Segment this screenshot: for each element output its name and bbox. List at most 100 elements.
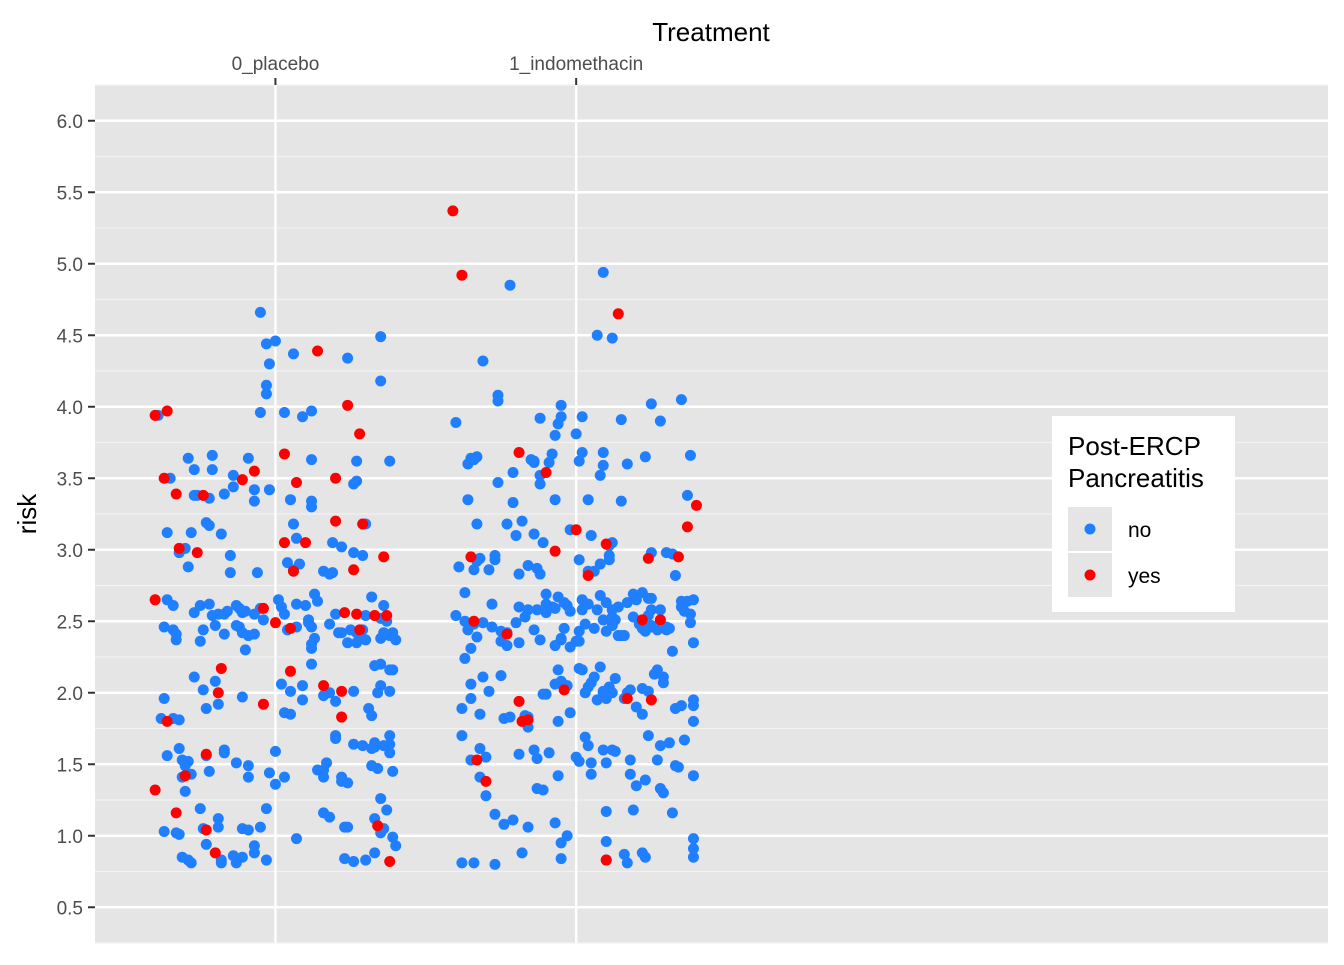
point-no — [278, 608, 290, 620]
point-no — [549, 429, 561, 441]
point-no — [215, 528, 227, 540]
point-no — [507, 814, 519, 826]
point-no — [459, 615, 471, 627]
point-no — [573, 755, 585, 767]
point-no — [528, 744, 540, 756]
point-yes — [149, 409, 161, 421]
point-yes — [336, 711, 348, 723]
point-no — [224, 567, 236, 579]
point-no — [684, 608, 696, 620]
point-no — [456, 857, 468, 869]
point-no — [678, 734, 690, 746]
point-no — [684, 617, 696, 629]
point-no — [573, 635, 585, 647]
point-no — [306, 658, 318, 670]
point-no — [206, 464, 218, 476]
point-no — [173, 714, 185, 726]
point-no — [239, 605, 251, 617]
point-yes — [468, 615, 480, 627]
point-no — [600, 805, 612, 817]
point-yes — [287, 565, 299, 577]
y-tick-label: 0.5 — [57, 898, 83, 919]
y-tick-label: 2.5 — [57, 612, 83, 633]
point-no — [218, 488, 230, 500]
point-no — [381, 804, 393, 816]
point-no — [486, 621, 498, 633]
point-no — [300, 600, 312, 612]
point-no — [564, 605, 576, 617]
point-no — [510, 529, 522, 541]
point-no — [257, 614, 269, 626]
point-no — [348, 685, 360, 697]
point-yes — [642, 552, 654, 564]
point-no — [378, 600, 390, 612]
point-no — [387, 664, 399, 676]
point-no — [657, 677, 669, 689]
point-yes — [600, 854, 612, 866]
point-no — [621, 458, 633, 470]
point-no — [450, 416, 462, 428]
point-no — [471, 451, 483, 463]
point-yes — [170, 488, 182, 500]
point-no — [516, 515, 528, 527]
point-yes — [582, 569, 594, 581]
point-no — [182, 561, 194, 573]
point-no — [230, 757, 242, 769]
point-no — [672, 761, 684, 773]
y-tick-label: 5.5 — [57, 183, 83, 204]
point-no — [185, 857, 197, 869]
point-no — [639, 774, 651, 786]
point-no — [339, 853, 351, 865]
point-no — [549, 602, 561, 614]
point-yes — [570, 524, 582, 536]
point-yes — [540, 467, 552, 479]
point-yes — [330, 472, 342, 484]
point-no — [197, 624, 209, 636]
point-no — [348, 855, 360, 867]
point-no — [480, 751, 492, 763]
point-no — [609, 614, 621, 626]
point-no — [552, 770, 564, 782]
point-yes — [339, 607, 351, 619]
point-yes — [348, 564, 360, 576]
point-no — [170, 634, 182, 646]
point-no — [687, 770, 699, 782]
point-no — [531, 604, 543, 616]
point-no — [681, 489, 693, 501]
point-no — [260, 338, 272, 350]
point-no — [188, 464, 200, 476]
point-no — [588, 671, 600, 683]
point-no — [594, 661, 606, 673]
minor-gridlines — [95, 84, 1328, 944]
point-no — [531, 753, 543, 765]
point-yes — [248, 465, 260, 477]
point-no — [450, 610, 462, 622]
point-no — [290, 598, 302, 610]
point-no — [651, 624, 663, 636]
y-tick-label: 6.0 — [57, 112, 83, 133]
point-no — [306, 621, 318, 633]
point-no — [203, 765, 215, 777]
point-no — [507, 467, 519, 479]
point-yes — [621, 692, 633, 704]
point-no — [642, 730, 654, 742]
point-yes — [381, 610, 393, 622]
point-no — [167, 600, 179, 612]
point-no — [657, 787, 669, 799]
point-no — [597, 266, 609, 278]
point-no — [212, 813, 224, 825]
point-no — [591, 604, 603, 616]
point-yes — [290, 477, 302, 489]
point-no — [287, 348, 299, 360]
point-no — [624, 684, 636, 696]
point-no — [284, 494, 296, 506]
point-no — [639, 451, 651, 463]
point-yes — [170, 807, 182, 819]
point-no — [330, 695, 342, 707]
point-no — [558, 622, 570, 634]
point-no — [209, 620, 221, 632]
point-no — [260, 803, 272, 815]
point-no — [513, 568, 525, 580]
point-no — [327, 567, 339, 579]
